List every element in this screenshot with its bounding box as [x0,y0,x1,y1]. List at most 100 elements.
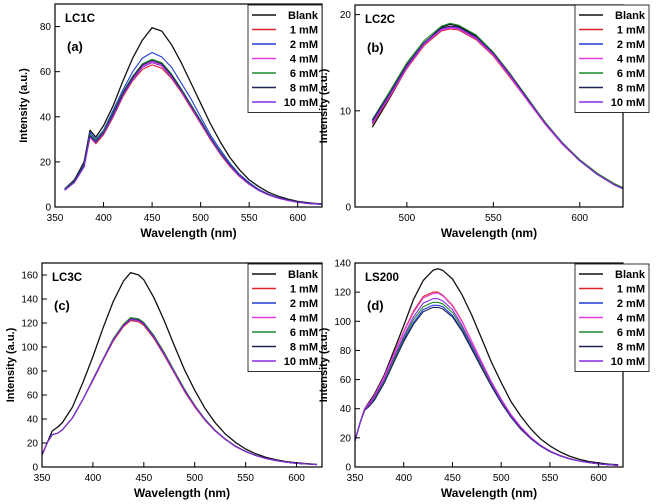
sample-name: LC3C [52,272,82,284]
y-tick-label: 140 [21,295,38,306]
y-tick-label: 120 [21,319,38,330]
series-lines [371,22,623,190]
legend-label: 2 mM [290,39,318,51]
x-tick-label: 550 [237,473,254,484]
y-tick-label: 40 [27,415,39,426]
y-tick-label: 80 [27,367,39,378]
y-axis-label: Intensity (a.u.) [318,327,330,402]
x-tick-label: 600 [288,473,305,484]
legend-label: 4 mM [617,313,645,325]
series-lines [64,27,322,205]
legend-label: 4 mM [290,313,318,325]
x-tick-label: 450 [444,473,461,484]
panel-label: (c) [54,298,70,313]
legend-label: 6 mM [617,327,645,339]
series-line-10-mm [64,62,322,205]
x-tick-label: 400 [95,213,112,224]
y-tick-label: 0 [345,203,351,214]
legend-label: 10 mM [611,97,645,109]
series-line-10-mm [355,298,619,466]
x-tick-label: 600 [590,473,607,484]
x-axis-label: Wavelength (nm) [134,486,230,500]
y-tick-label: 160 [21,271,38,282]
y-tick-label: 0 [45,203,51,214]
x-axis-label: Wavelength (nm) [441,486,537,500]
x-tick-label: 550 [241,213,258,224]
panel-c: 350 400 450 500 550 600 0 20 40 60 80 100 120 140 160 W… [5,262,323,500]
legend-label: 10 mM [284,356,318,368]
series-line-blank [355,268,619,466]
y-tick-label: 0 [345,463,351,474]
x-tick-label: 500 [186,473,203,484]
legend-label: 1 mM [290,25,318,37]
y-axis-label: Intensity (a.u.) [318,68,330,143]
legend-label: 10 mM [284,97,318,109]
x-axis-label: Wavelength (nm) [140,226,236,240]
x-tick-label: 350 [47,213,64,224]
y-tick-label: 60 [40,67,52,78]
legend-label: 2 mM [290,298,318,310]
panel-label: (d) [367,298,384,313]
series-line-10-mm [371,26,623,190]
x-tick-label: 450 [144,213,161,224]
x-tick-label: 600 [289,213,306,224]
y-tick-label: 20 [340,433,352,444]
y-axis-label: Intensity (a.u.) [18,68,30,143]
panel-label: (a) [67,39,83,54]
y-tick-label: 80 [40,22,52,33]
panel-b: 500 550 600 0 10 20 Wavelength (nm) Intensity (… [318,4,650,240]
legend-box [247,263,323,372]
legend-label: 1 mM [617,284,645,296]
x-tick-label: 350 [347,473,364,484]
y-tick-label: 20 [340,10,352,21]
legend-label: 2 mM [617,39,645,51]
y-tick-label: 100 [334,317,351,328]
sample-name: LC2C [365,14,395,26]
x-tick-label: 600 [571,213,588,224]
x-tick-label: 550 [485,213,502,224]
legend-label: 6 mM [617,68,645,80]
sample-name: LC1C [65,13,95,25]
panel-d: 350 400 450 500 550 600 0 20 40 60 80 100 120 140 Wave… [318,259,650,500]
series-lines [355,268,619,466]
sample-name: LS200 [365,272,399,284]
legend: Blank 1 mM 2 mM 4 mM 6 mM 8 mM 10 mM [247,263,323,372]
y-axis-label: Intensity (a.u.) [5,327,17,402]
legend-label: 4 mM [290,54,318,66]
x-tick-label: 500 [493,473,510,484]
legend-label: 6 mM [290,68,318,80]
legend: Blank 1 mM 2 mM 4 mM 6 mM 8 mM 10 mM [574,263,650,372]
series-line-6-mm [371,22,623,189]
series-line-blank [42,271,317,466]
x-tick-label: 450 [135,473,152,484]
y-tick-label: 20 [40,157,52,168]
legend-label: 10 mM [611,356,645,368]
x-tick-label: 500 [192,213,209,224]
legend-label: 8 mM [290,83,318,95]
x-tick-label: 550 [542,473,559,484]
legend-label: Blank [615,269,646,281]
series-line-blank [64,27,322,205]
y-tick-label: 0 [32,463,38,474]
y-tick-label: 10 [340,106,352,117]
legend-label: 8 mM [290,342,318,354]
legend-label: 8 mM [617,83,645,95]
y-tick-label: 120 [334,288,351,299]
y-tick-label: 60 [27,391,39,402]
series-line-10-mm [42,318,317,466]
legend-label: Blank [288,10,319,22]
y-tick-label: 100 [21,343,38,354]
y-tick-label: 140 [334,259,351,270]
y-tick-label: 40 [40,112,52,123]
y-tick-label: 40 [340,404,352,415]
x-tick-label: 400 [85,473,102,484]
legend-label: 1 mM [617,25,645,37]
legend-label: 2 mM [617,298,645,310]
legend-label: Blank [615,10,646,22]
legend-label: 8 mM [617,342,645,354]
legend-label: 4 mM [617,54,645,66]
panel-a: 350 400 450 500 550 600 0 20 40 60 80 Wavelength (n… [18,3,323,240]
legend: Blank 1 mM 2 mM 4 mM 6 mM 8 mM 10 mM [574,4,650,113]
series-lines [42,271,317,466]
